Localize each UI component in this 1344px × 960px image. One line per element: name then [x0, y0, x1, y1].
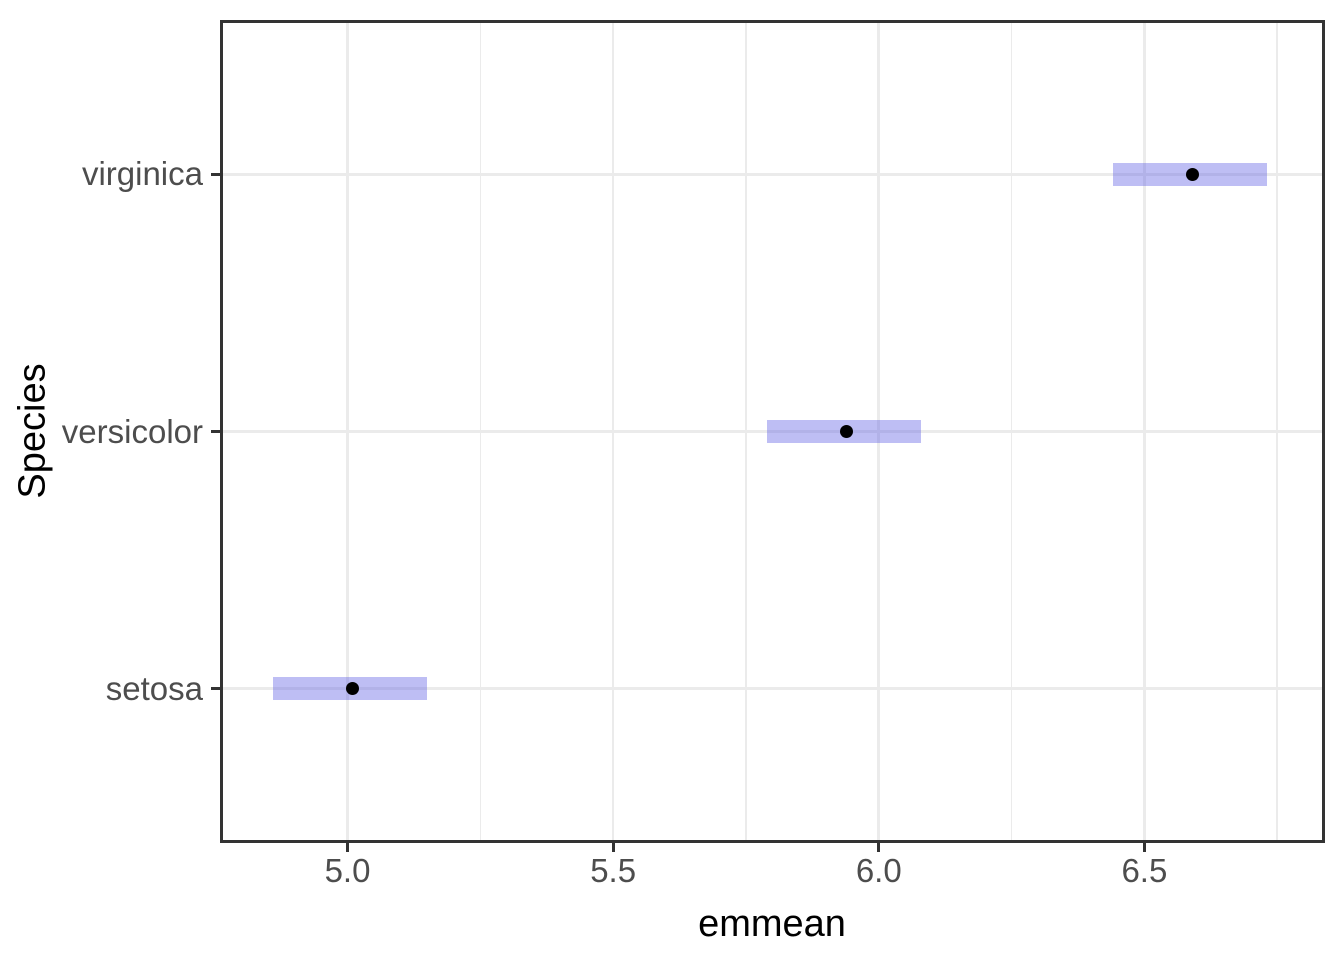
x-axis-title: emmean [698, 903, 846, 945]
gridline-y-major [220, 430, 1325, 433]
x-axis-tick [346, 843, 349, 852]
y-tick-label-setosa: setosa [105, 669, 203, 707]
y-tick-label-virginica: virginica [81, 155, 203, 193]
x-tick-label-5.5: 5.5 [590, 852, 637, 889]
point-estimate-dot [840, 425, 854, 438]
point-estimate-dot [1185, 167, 1199, 181]
y-axis-tick [211, 430, 220, 433]
x-tick-label-6.5: 6.5 [1121, 852, 1168, 889]
x-tick-label-6.0: 6.0 [855, 852, 902, 889]
x-axis-tick [877, 843, 881, 852]
gridline-y-major [220, 173, 1325, 176]
x-axis-tick [611, 843, 615, 852]
plot-panel [220, 20, 1325, 843]
point-estimate-dot [346, 682, 360, 696]
y-axis-tick [211, 172, 220, 176]
y-axis-title: Species [11, 363, 54, 499]
y-axis-tick [211, 687, 220, 691]
x-axis-tick [1142, 843, 1146, 852]
y-tick-label-versicolor: versicolor [61, 412, 203, 450]
gridline-y-major [220, 687, 1325, 690]
x-tick-label-5.0: 5.0 [324, 852, 371, 889]
